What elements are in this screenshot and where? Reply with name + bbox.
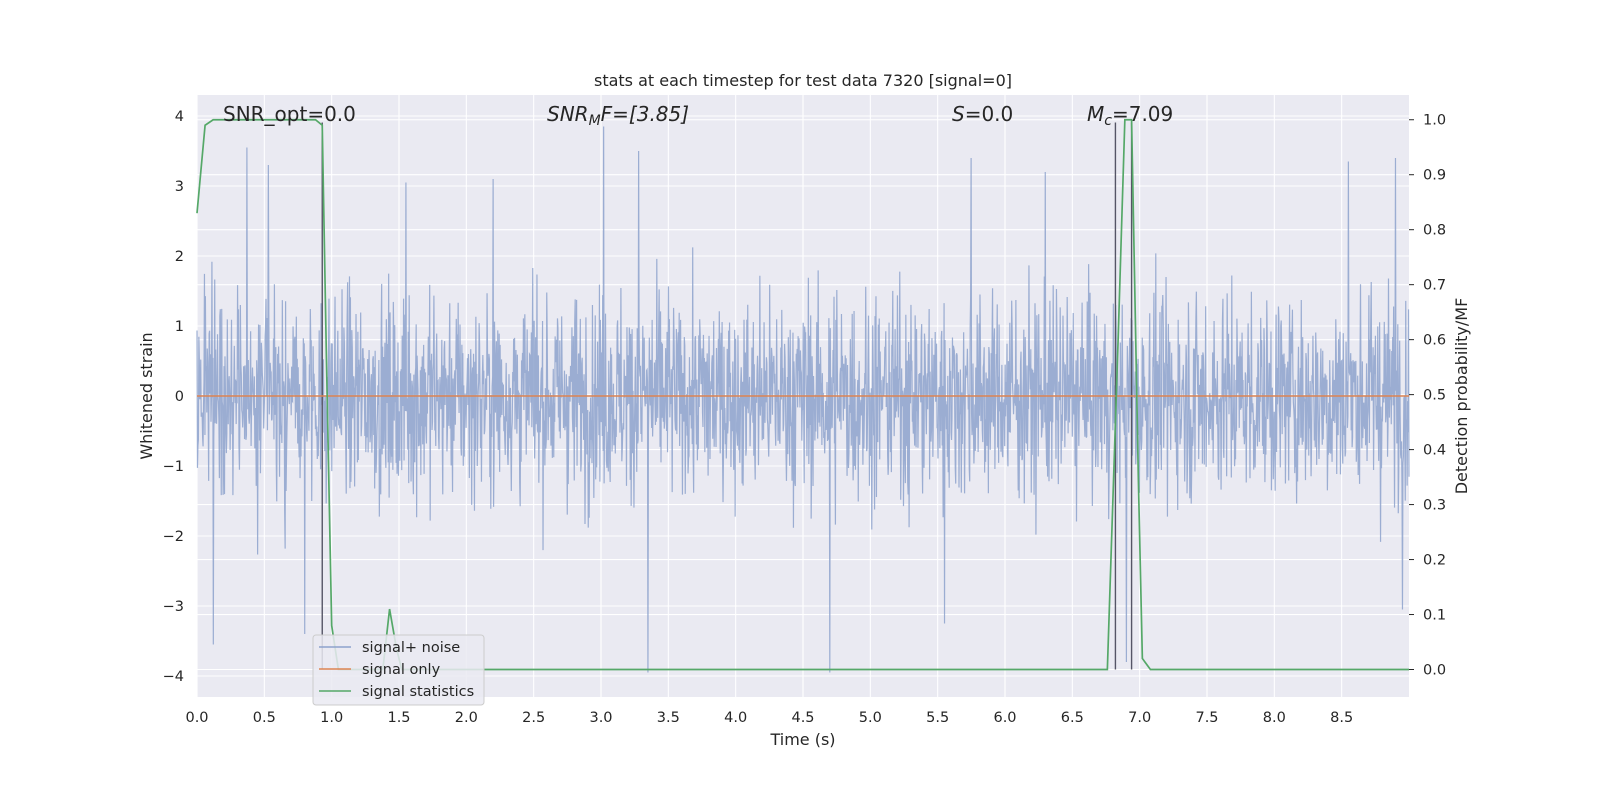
x-tick-label: 7.5 (1195, 710, 1218, 726)
x-tick-label: 5.5 (926, 710, 949, 726)
y-tick-label: −2 (163, 529, 184, 545)
y-tick-label: −1 (163, 459, 184, 475)
y-axis-label: Whitened strain (137, 332, 156, 459)
chart-title: stats at each timestep for test data 732… (594, 71, 1012, 90)
y-right-tick-label: 0.2 (1423, 553, 1446, 569)
x-tick-label: 5.0 (859, 710, 882, 726)
y-tick-label: 2 (175, 249, 184, 265)
legend-box (312, 634, 485, 706)
y-right-tick-label: 0.4 (1423, 443, 1446, 459)
x-tick-label: 2.0 (455, 710, 478, 726)
y-right-tick-label: 0.1 (1423, 608, 1446, 624)
x-tick-label: 4.5 (791, 710, 814, 726)
annotation-mc: Mc=7.09 (1087, 102, 1173, 129)
x-tick-label: 8.0 (1263, 710, 1286, 726)
signal-statistics-line (196, 118, 1409, 671)
x-tick-label: 6.0 (993, 710, 1016, 726)
x-tick-label: 6.5 (1061, 710, 1084, 726)
x-tick-label: 4.0 (724, 710, 747, 726)
annotation-snr-mf: SNRMF=[3.85] (547, 102, 689, 129)
legend-label-noise: signal+ noise (362, 640, 460, 656)
signal-statistics-trace (196, 118, 1409, 671)
annotation-snr-opt: SNR_opt=0.0 (223, 102, 356, 126)
y-tick-label: 4 (175, 109, 184, 125)
x-tick-label: 0.0 (185, 710, 208, 726)
y-right-tick-label: 0.5 (1423, 388, 1446, 404)
x-tick-label: 3.5 (657, 710, 680, 726)
y-right-tick-label: 0.7 (1423, 278, 1446, 294)
x-tick-label: 0.5 (253, 710, 276, 726)
legend-label-signal: signal only (362, 662, 441, 678)
y-tick-label: 0 (175, 389, 184, 405)
y-axis-right-label: Detection probability/MF (1452, 298, 1471, 495)
y-tick-label: 1 (175, 319, 184, 335)
x-tick-label: 8.5 (1330, 710, 1353, 726)
noise-trace (196, 126, 1410, 673)
y-right-tick-label: 1.0 (1423, 113, 1446, 129)
annotation-s: S=0.0 (952, 102, 1013, 126)
x-tick-label: 1.5 (387, 710, 410, 726)
y-right-tick-label: 0.3 (1423, 498, 1446, 514)
x-tick-label: 2.5 (522, 710, 545, 726)
axis-ticks: 0.0 0.5 1.0 1.5 2.0 2.5 3.0 3.5 4.0 4.5 5.0 5.5 6.0 6… (163, 109, 1446, 726)
x-tick-label: 1.0 (320, 710, 343, 726)
legend: signal+ noise signal only signal statist… (312, 634, 485, 706)
x-axis-label: Time (s) (769, 730, 835, 749)
y-right-tick-label: 0.6 (1423, 333, 1446, 349)
y-right-tick-label: 0.0 (1423, 663, 1446, 679)
y-right-tick-label: 0.8 (1423, 223, 1446, 239)
y-tick-label: −3 (163, 599, 184, 615)
y-tick-label: 3 (175, 179, 184, 195)
noise-line (196, 126, 1410, 673)
x-tick-label: 7.0 (1128, 710, 1151, 726)
x-tick-label: 3.0 (589, 710, 612, 726)
y-tick-label: −4 (163, 669, 184, 685)
y-right-tick-label: 0.9 (1423, 168, 1446, 184)
legend-label-stats: signal statistics (362, 684, 474, 700)
